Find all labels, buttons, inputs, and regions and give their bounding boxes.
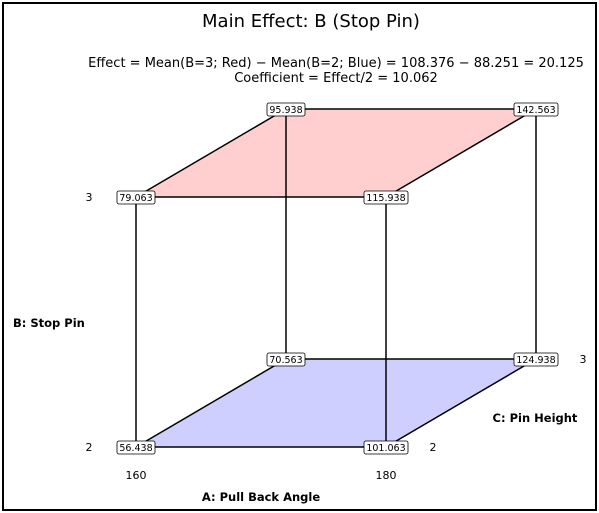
factor-b-label: B: Stop Pin <box>13 316 85 330</box>
edge-top-left <box>135 108 287 198</box>
corner-label: 142.563 <box>513 102 559 117</box>
corner-label: 101.063 <box>363 440 409 455</box>
bottom-face-b-low <box>136 359 536 447</box>
corner-label: 56.438 <box>116 440 156 455</box>
coefficient-equation: Coefficient = Effect/2 = 10.062 <box>234 71 438 86</box>
factor-a-label: A: Pull Back Angle <box>202 490 320 504</box>
corner-label: 95.938 <box>266 102 306 117</box>
top-face-b-high <box>136 109 536 197</box>
figure-title: Main Effect: B (Stop Pin) <box>202 11 420 32</box>
edge-bottom-right <box>385 358 537 448</box>
a-level-high-label: 180 <box>376 469 397 482</box>
corner-value-b3-a180-c3: 142.563 <box>516 105 555 116</box>
c-level-low-label: 2 <box>430 441 437 454</box>
corner-label: 115.938 <box>363 190 409 205</box>
corner-label: 70.563 <box>266 352 306 367</box>
edge-top-right <box>385 108 537 198</box>
corner-value-b3-a160-c3: 95.938 <box>269 105 302 116</box>
corner-value-b2-a180-c2: 101.063 <box>366 443 405 454</box>
corner-value-b3-a180-c2: 115.938 <box>366 193 405 204</box>
edge-bottom-left <box>135 358 287 448</box>
c-level-high-label: 3 <box>580 353 587 366</box>
a-level-low-label: 160 <box>126 469 147 482</box>
b-level-low-label: 2 <box>86 441 93 454</box>
corner-value-b3-a160-c2: 79.063 <box>119 193 152 204</box>
b-level-high-label: 3 <box>86 191 93 204</box>
corner-value-b2-a180-c3: 124.938 <box>516 355 555 366</box>
corner-label: 124.938 <box>513 352 559 367</box>
factor-c-label: C: Pin Height <box>493 411 578 425</box>
cube-edges <box>135 108 537 448</box>
effect-equation: Effect = Mean(B=3; Red) − Mean(B=2; Blue… <box>88 56 584 71</box>
corner-value-b2-a160-c2: 56.438 <box>119 443 152 454</box>
corner-value-b2-a160-c3: 70.563 <box>269 355 302 366</box>
corner-label: 79.063 <box>116 190 156 205</box>
